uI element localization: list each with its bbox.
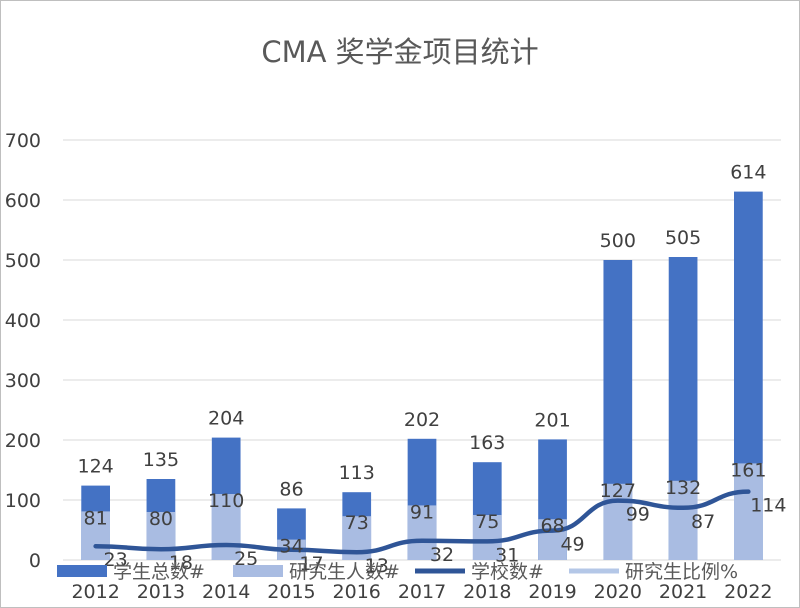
bar-graduate-students: [603, 483, 633, 560]
bar-graduate-students: [538, 519, 567, 560]
x-tick-label: 2015: [267, 581, 315, 603]
legend-item-graduate-students: 研究生人数#: [233, 561, 400, 583]
data-label-graduate-students: 75: [475, 511, 499, 533]
line-series: [93, 489, 751, 555]
y-tick-label: 300: [5, 370, 41, 392]
x-tick-label: 2016: [333, 581, 381, 603]
x-tick-label: 2012: [71, 581, 119, 603]
data-label-graduate-students: 68: [540, 515, 564, 537]
x-tick-label: 2017: [398, 581, 446, 603]
y-tick-label: 600: [5, 190, 41, 212]
data-label-total-students: 204: [208, 408, 244, 430]
data-label-graduate-students: 73: [345, 512, 369, 534]
x-axis-tick-labels: 2012 2013 2014 2015 2016 2017 2018 2019 2020 2021…: [71, 581, 772, 603]
data-label-graduate-students: 34: [279, 536, 303, 558]
y-tick-label: 400: [5, 310, 41, 332]
data-label-graduate-students: 132: [665, 477, 701, 499]
y-tick-label: 500: [5, 250, 41, 272]
legend-label: 研究生人数#: [289, 561, 400, 583]
legend-label: 研究生比例%: [625, 561, 738, 583]
data-label-total-students: 202: [404, 409, 440, 431]
bar-graduate-students: [211, 494, 241, 560]
bar-graduate-students: [734, 463, 763, 560]
data-label-graduate-students: 110: [208, 490, 244, 512]
data-label-total-students: 135: [143, 449, 179, 471]
x-tick-label: 2021: [659, 581, 707, 603]
data-label-graduate-students: 127: [600, 480, 636, 502]
x-tick-label: 2019: [528, 581, 576, 603]
x-tick-label: 2020: [594, 581, 642, 603]
y-tick-label: 700: [5, 130, 41, 152]
data-label-total-students: 124: [78, 456, 114, 478]
data-label-school-count: 25: [234, 548, 258, 570]
legend: 学生总数# 研究生人数# 学校数# 研究生比例%: [57, 561, 738, 583]
bar-graduate-students: [472, 515, 502, 560]
bar-graduate-students: [407, 505, 437, 560]
legend-swatch: [233, 565, 283, 577]
data-label-total-students: 163: [469, 432, 505, 454]
legend-item-total-students: 学生总数#: [57, 561, 205, 583]
legend-label: 学校数#: [471, 561, 544, 583]
legend-item-school-count: 学校数#: [415, 561, 544, 583]
data-label-total-students: 201: [534, 409, 570, 431]
y-axis-tick-labels: 0 100 200 300 400 500 600 700: [5, 130, 41, 572]
data-label-school-count: 32: [430, 544, 454, 566]
data-label-school-count: 99: [626, 504, 650, 526]
data-label-school-count: 13: [365, 555, 389, 577]
data-label-school-count: 114: [750, 495, 786, 517]
bars: [81, 191, 763, 560]
data-label-total-students: 113: [339, 462, 375, 484]
data-label-school-count: 18: [169, 552, 193, 574]
legend-item-graduate-ratio: 研究生比例%: [569, 561, 738, 583]
data-label-total-students: 614: [730, 162, 766, 184]
data-label-graduate-students: 81: [84, 507, 108, 529]
data-label-school-count: 31: [495, 544, 519, 566]
data-label-graduate-students: 161: [730, 459, 766, 481]
data-label-graduate-students: 80: [149, 508, 173, 530]
y-tick-label: 100: [5, 490, 41, 512]
legend-swatch: [57, 565, 107, 577]
data-label-school-count: 23: [104, 549, 128, 571]
bar-graduate-students: [668, 480, 698, 560]
x-tick-label: 2014: [202, 581, 250, 603]
data-label-graduate-students: 91: [410, 501, 434, 523]
x-tick-label: 2013: [137, 581, 185, 603]
y-tick-label: 0: [29, 550, 41, 572]
bar-graduate-students: [81, 511, 110, 560]
data-label-school-count: 49: [560, 534, 584, 556]
chart-title: CMA 奖学金项目统计: [261, 35, 538, 69]
data-label-total-students: 505: [665, 227, 701, 249]
data-label-school-count: 87: [691, 511, 715, 533]
legend-label: 学生总数#: [113, 561, 205, 583]
data-label-total-students: 500: [600, 230, 636, 252]
y-tick-label: 200: [5, 430, 41, 452]
bar-graduate-students: [146, 512, 176, 560]
data-label-total-students: 86: [279, 478, 303, 500]
data-label-school-count: 17: [299, 553, 323, 575]
x-tick-label: 2018: [463, 581, 511, 603]
x-tick-label: 2022: [724, 581, 772, 603]
